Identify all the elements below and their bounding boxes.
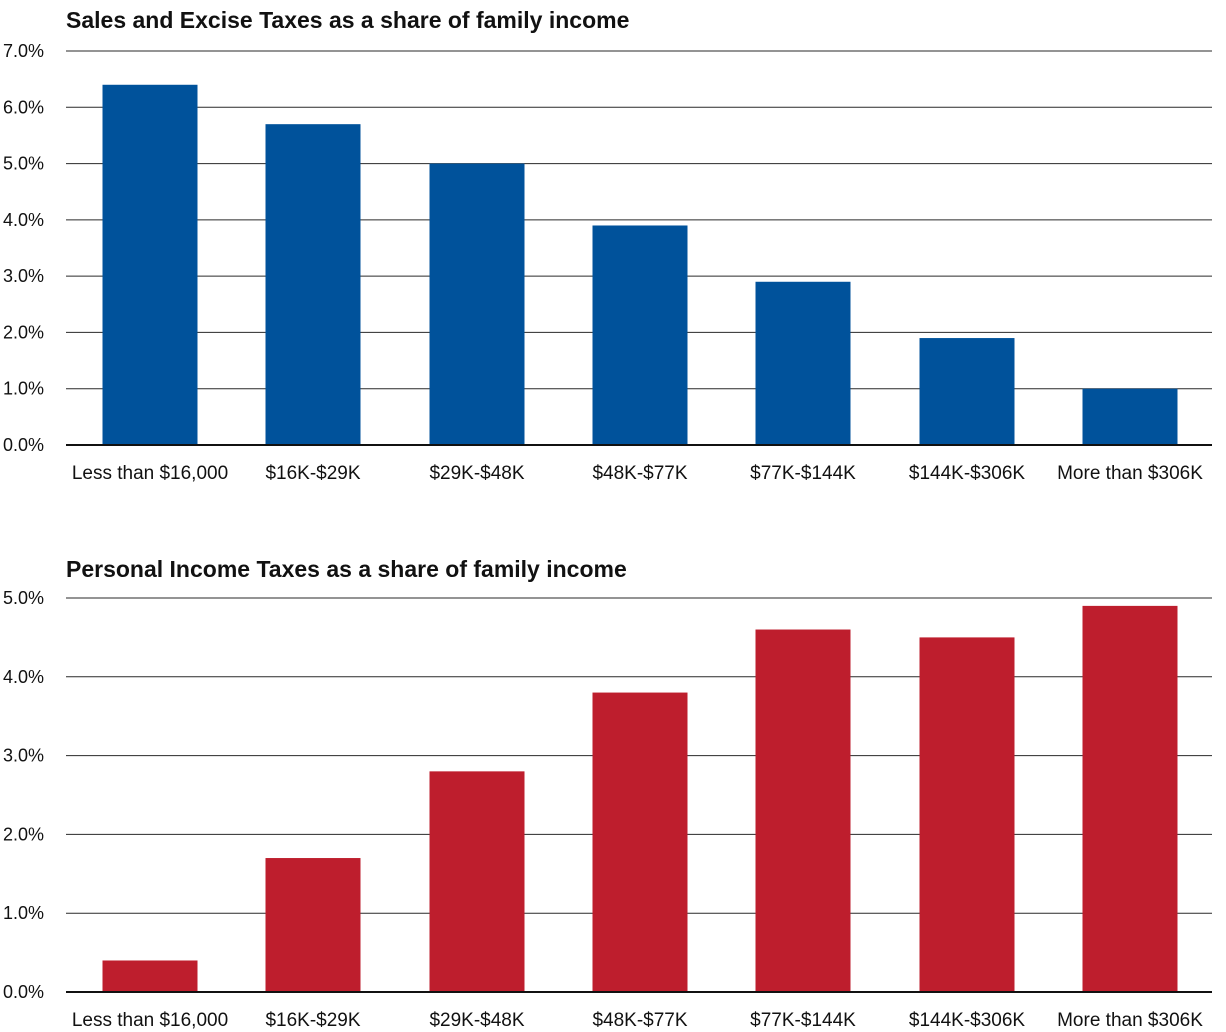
y-tick-label: 3.0%: [3, 746, 44, 766]
bar: [102, 960, 198, 992]
personal-income-chart: Personal Income Taxes as a share of fami…: [3, 556, 1212, 1031]
bar: [102, 84, 198, 446]
y-tick-label: 1.0%: [3, 379, 44, 399]
bar: [755, 281, 851, 445]
y-tick-label: 0.0%: [3, 982, 44, 1002]
x-category-label: $48K-$77K: [592, 463, 687, 484]
y-tick-label: 7.0%: [3, 41, 44, 61]
bar: [265, 124, 361, 446]
bar: [755, 629, 851, 992]
bar: [429, 771, 525, 992]
bar: [919, 338, 1015, 445]
bar: [265, 858, 361, 992]
x-category-label: More than $306K: [1057, 1010, 1203, 1031]
x-category-label: $77K-$144K: [750, 1010, 856, 1031]
y-tick-label: 5.0%: [3, 154, 44, 174]
x-category-label: $16K-$29K: [265, 463, 360, 484]
y-tick-label: 4.0%: [3, 667, 44, 687]
y-tick-label: 3.0%: [3, 266, 44, 286]
y-tick-label: 5.0%: [3, 588, 44, 608]
x-category-label: Less than $16,000: [72, 463, 228, 484]
chart-title: Personal Income Taxes as a share of fami…: [66, 556, 627, 582]
bar: [919, 637, 1015, 992]
bar: [1082, 605, 1178, 992]
x-category-label: $16K-$29K: [265, 1010, 360, 1031]
y-tick-label: 1.0%: [3, 903, 44, 923]
y-tick-label: 0.0%: [3, 435, 44, 455]
x-category-label: $77K-$144K: [750, 463, 856, 484]
y-tick-label: 6.0%: [3, 97, 44, 117]
x-category-label: $144K-$306K: [909, 1010, 1026, 1031]
x-category-label: $29K-$48K: [429, 1010, 524, 1031]
y-tick-label: 2.0%: [3, 824, 44, 844]
x-category-label: More than $306K: [1057, 463, 1203, 484]
chart-title: Sales and Excise Taxes as a share of fam…: [66, 7, 629, 33]
bar: [592, 225, 688, 445]
x-category-label: Less than $16,000: [72, 1010, 228, 1031]
x-category-label: $29K-$48K: [429, 463, 524, 484]
bar: [1082, 388, 1178, 445]
y-tick-label: 4.0%: [3, 210, 44, 230]
y-tick-label: 2.0%: [3, 322, 44, 342]
bar: [429, 163, 525, 446]
sales-excise-chart: Sales and Excise Taxes as a share of fam…: [3, 7, 1212, 484]
x-category-label: $48K-$77K: [592, 1010, 687, 1031]
x-category-label: $144K-$306K: [909, 463, 1026, 484]
bar: [592, 692, 688, 992]
